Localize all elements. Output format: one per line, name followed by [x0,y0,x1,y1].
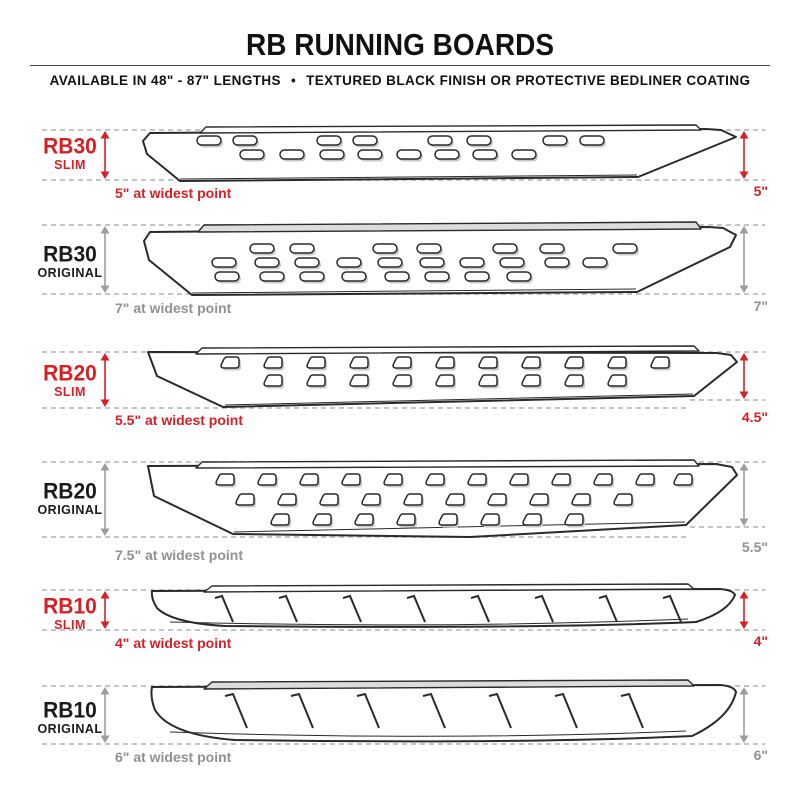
board-label: RB30 SLIM [20,134,120,172]
board-variant: ORIGINAL [37,503,103,517]
board-label: RB10 SLIM [20,594,120,632]
page-title: RB RUNNING BOARDS [246,28,554,62]
board-variant: ORIGINAL [37,266,103,280]
end-height-label: 7" [753,298,768,314]
left-measure-arrow [100,591,110,629]
board-variant: SLIM [54,158,86,172]
board-diagram [143,221,737,296]
end-height-label: 5" [753,183,768,199]
right-measure-arrow [739,226,749,293]
left-measure-arrow [100,226,110,293]
right-measure-arrow [739,463,749,526]
board-name: RB10 [43,594,97,619]
title-divider [30,65,770,66]
board-label: RB30 ORIGINAL [20,242,120,280]
subtitle: AVAILABLE IN 48" - 87" LENGTHS • TEXTURED … [0,73,800,88]
right-end-dashed-line [690,526,765,528]
board-name: RB30 [43,134,97,159]
subtitle-bullet: • [290,73,297,88]
right-measure-arrow [739,687,749,743]
board-variant: ORIGINAL [37,722,103,736]
left-measure-arrow [100,463,110,536]
widest-point-label: 7.5" at widest point [115,547,243,563]
right-measure-arrow [739,131,749,179]
board-name: RB30 [43,242,97,267]
bottom-dashed-line [42,743,765,745]
widest-point-label: 7" at widest point [115,300,232,316]
subtitle-lengths: AVAILABLE IN 48" - 87" LENGTHS [49,73,281,88]
widest-point-label: 6" at widest point [115,749,232,765]
end-height-label: 5.5" [741,539,768,555]
board-variant: SLIM [54,618,86,632]
end-height-label: 4" [753,633,768,649]
bottom-dashed-line [42,407,690,409]
end-height-label: 6" [753,747,768,763]
board-name: RB20 [43,361,97,386]
subtitle-finish: TEXTURED BLACK FINISH OR PROTECTIVE BEDL… [306,73,751,88]
widest-point-label: 5.5" at widest point [115,412,243,428]
widest-point-label: 4" at widest point [115,635,232,651]
board-diagram [147,345,738,408]
board-diagram [150,583,736,628]
widest-point-label: 5" at widest point [115,185,232,201]
right-end-dashed-line [690,399,765,401]
board-variant: SLIM [54,385,86,399]
board-label: RB20 SLIM [20,361,120,399]
bottom-dashed-line [42,629,765,631]
end-height-label: 4.5" [741,409,768,425]
left-measure-arrow [100,353,110,407]
board-diagram [150,679,737,743]
board-label: RB10 ORIGINAL [20,698,120,736]
board-name: RB10 [43,698,97,723]
board-name: RB20 [43,479,97,504]
right-measure-arrow [739,591,749,629]
board-diagram [142,124,737,182]
left-measure-arrow [100,131,110,179]
board-label: RB20 ORIGINAL [20,479,120,517]
bottom-dashed-line [42,536,690,538]
left-measure-arrow [100,687,110,743]
right-measure-arrow [739,353,749,399]
board-diagram [147,459,738,538]
